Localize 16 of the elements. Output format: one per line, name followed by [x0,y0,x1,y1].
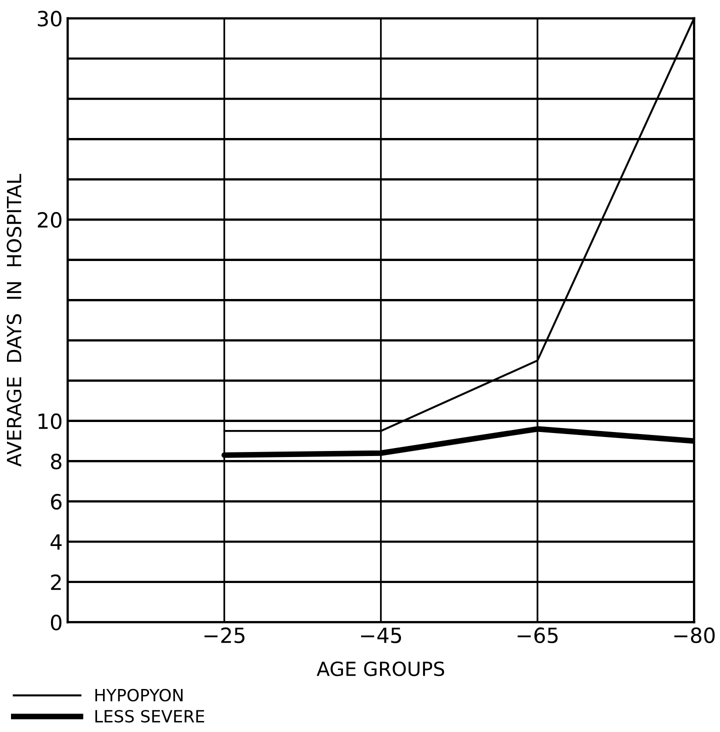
y-tick-label: 0 [50,614,62,630]
x-tick-label: −25 [204,627,244,644]
x-axis-title: AGE GROUPS [316,661,444,676]
legend-label: HYPOPYON [95,688,183,702]
y-tick-label: 6 [51,494,62,510]
x-tick-label: −45 [361,628,402,644]
y-tick-label: 20 [38,212,62,228]
legend-label: LESS SEVERE [95,710,204,723]
y-tick-label: 10 [38,413,62,430]
x-tick-label: −80 [674,627,715,644]
y-axis-title: AVERAGE DAYS IN HOSPITAL [6,174,22,467]
x-tick-label: −65 [518,627,558,644]
y-tick-label: 30 [38,10,62,27]
y-tick-label: 2 [51,574,61,590]
y-tick-label: 4 [50,534,62,550]
y-tick-label: 8 [50,454,62,470]
